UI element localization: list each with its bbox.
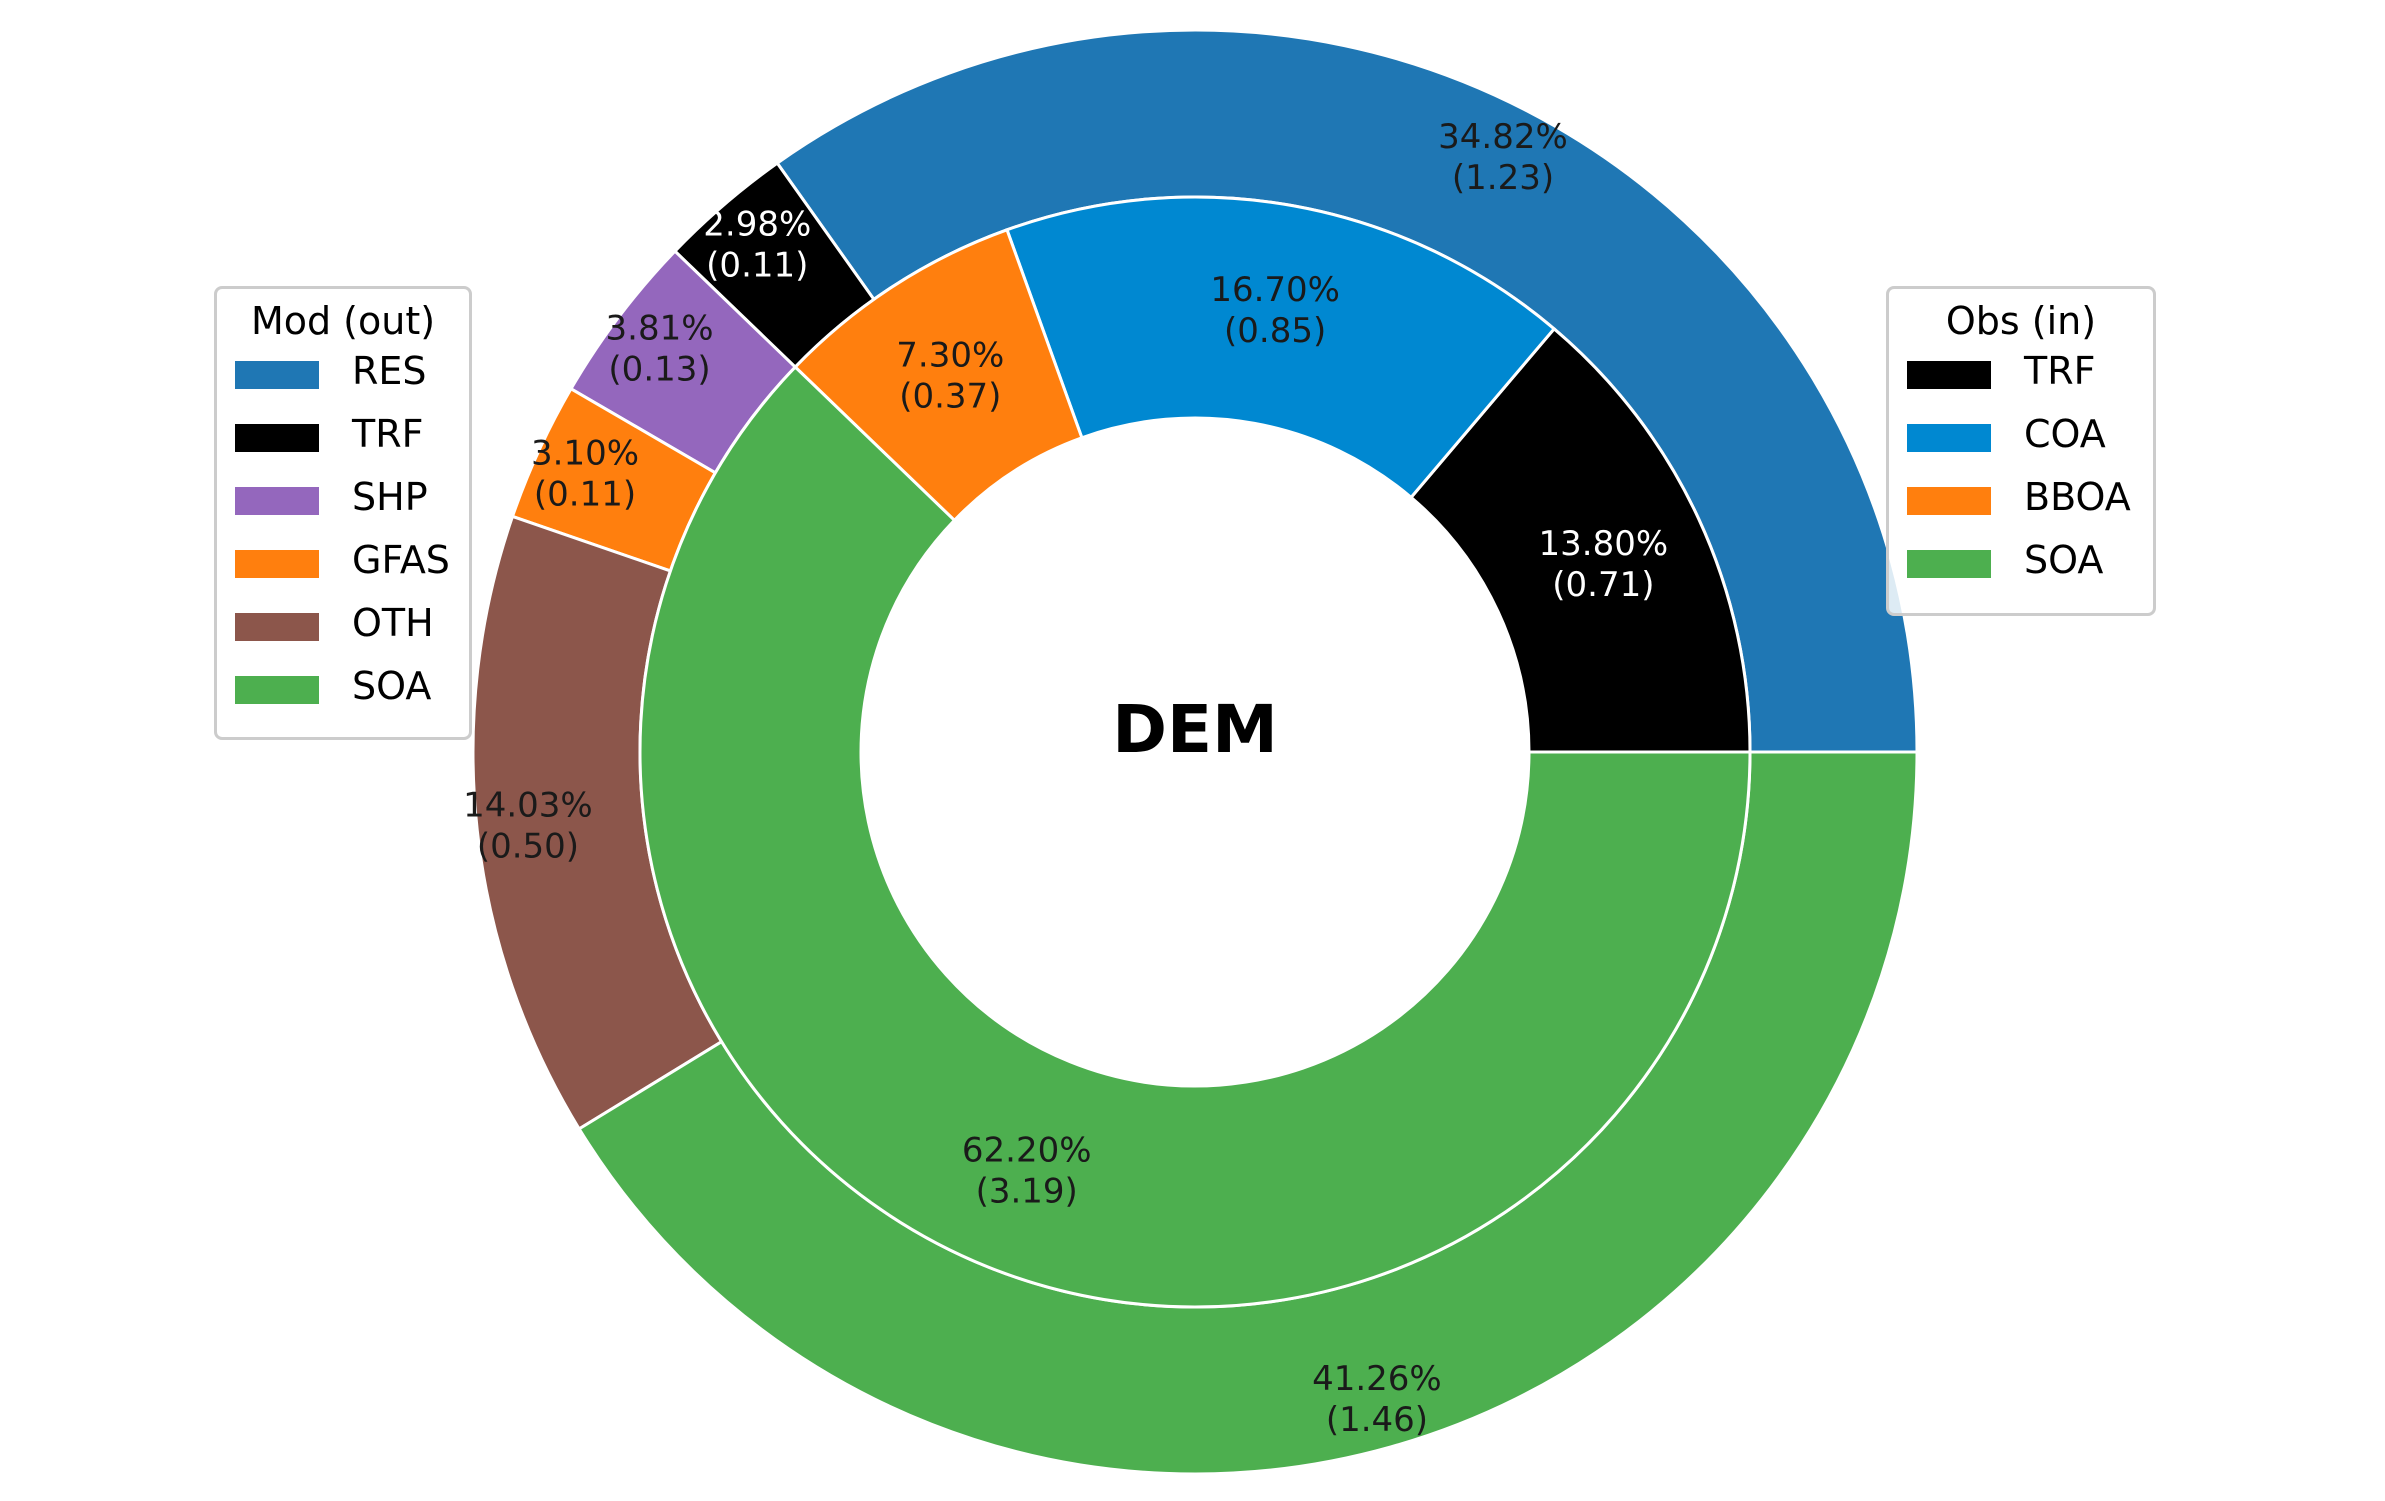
- legend-swatch: [1907, 487, 1991, 515]
- outer-label-gfas: 3.10% (0.11): [531, 433, 639, 514]
- legend-label: TRF: [2024, 349, 2096, 393]
- slice-labels: 34.82% (1.23) 2.98% (0.11) 3.81% (0.13) 3.10%(…: [463, 117, 1668, 1440]
- legend-swatch: [235, 550, 319, 578]
- inner-slice-soa: [638, 364, 1752, 1309]
- outer-label-oth: 14.03% (0.50): [463, 786, 593, 867]
- legend-obs-in: Obs (in) TRF COA BBOA SOA: [1886, 286, 2156, 616]
- inner-label-trf: 13.80% (0.71): [1539, 524, 1669, 605]
- legend-swatch: [1907, 550, 1991, 578]
- inner-label-coa: 16.70% (0.85): [1210, 270, 1340, 351]
- legend-mod-out: Mod (out) RES TRF SHP GFAS OTH SOA: [214, 286, 472, 740]
- legend-swatch: [235, 424, 319, 452]
- inner-slice-trf: [1409, 326, 1752, 754]
- legend-label: SHP: [352, 475, 428, 519]
- outer-label-soa: 41.26% (1.46): [1312, 1359, 1442, 1440]
- legend-label: GFAS: [352, 538, 450, 582]
- legend-swatch: [1907, 424, 1991, 452]
- legend-label: SOA: [2024, 538, 2104, 582]
- legend-swatch: [235, 676, 319, 704]
- inner-slice-coa: [1005, 195, 1557, 500]
- legend-label: OTH: [352, 601, 434, 645]
- legend-label: TRF: [352, 412, 424, 456]
- legend-label: BBOA: [2024, 475, 2131, 519]
- inner-ring: [638, 195, 1752, 1309]
- center-label: DEM: [1112, 691, 1278, 768]
- legend-obs-title: Obs (in): [1945, 299, 2097, 343]
- legend-label: SOA: [352, 664, 432, 708]
- legend-swatch: [235, 487, 319, 515]
- outer-label-trf: 2.98% (0.11): [703, 204, 811, 285]
- legend-swatch: [235, 613, 319, 641]
- outer-label-res: 34.82% (1.23): [1438, 117, 1568, 198]
- outer-label-shp: 3.81% (0.13): [606, 309, 714, 390]
- legend-swatch: [235, 361, 319, 389]
- legend-label: COA: [2024, 412, 2106, 456]
- legend-mod-title: Mod (out): [250, 299, 436, 343]
- inner-label-soa: 62.20% (3.19): [962, 1130, 1092, 1211]
- legend-label: RES: [352, 349, 427, 393]
- legend-swatch: [1907, 361, 1991, 389]
- inner-label-bboa: 7.30% (0.37): [896, 335, 1004, 416]
- outer-ring: [471, 28, 1919, 1476]
